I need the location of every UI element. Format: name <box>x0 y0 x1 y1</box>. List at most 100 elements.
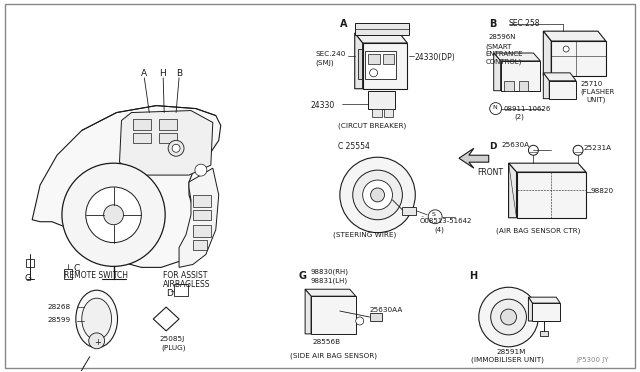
Polygon shape <box>363 43 407 89</box>
Bar <box>193 225 211 237</box>
Text: (PLUG): (PLUG) <box>161 345 186 351</box>
Circle shape <box>195 164 207 176</box>
Polygon shape <box>543 73 576 81</box>
Bar <box>133 119 151 131</box>
Text: C: C <box>74 264 80 273</box>
Polygon shape <box>493 53 500 91</box>
Circle shape <box>428 210 442 224</box>
Circle shape <box>172 144 180 152</box>
Circle shape <box>479 287 538 347</box>
Text: +: + <box>93 338 100 347</box>
Text: CONTROL): CONTROL) <box>486 59 522 65</box>
Polygon shape <box>516 172 586 218</box>
Ellipse shape <box>82 298 111 340</box>
Polygon shape <box>551 41 606 76</box>
Text: 28596N: 28596N <box>489 34 516 40</box>
Ellipse shape <box>76 290 118 348</box>
Circle shape <box>573 145 583 155</box>
Bar <box>193 210 211 220</box>
Text: (2): (2) <box>515 113 524 120</box>
Text: ENTRANCE: ENTRANCE <box>486 51 524 57</box>
Text: 25710: 25710 <box>580 81 602 87</box>
Text: (IMMOBILISER UNIT): (IMMOBILISER UNIT) <box>471 357 544 363</box>
Polygon shape <box>32 106 221 267</box>
Bar <box>174 284 188 296</box>
Polygon shape <box>543 31 606 41</box>
Bar <box>365 51 396 79</box>
Circle shape <box>563 46 569 52</box>
Bar <box>383 109 394 116</box>
Text: 25085J: 25085J <box>159 336 184 342</box>
Text: (SIDE AIR BAG SENSOR): (SIDE AIR BAG SENSOR) <box>290 353 377 359</box>
Bar <box>504 81 513 91</box>
Circle shape <box>86 187 141 243</box>
Bar <box>159 134 177 143</box>
Circle shape <box>168 140 184 156</box>
Polygon shape <box>529 297 532 321</box>
Text: B: B <box>176 69 182 78</box>
Text: G: G <box>24 274 31 283</box>
Text: 98830(RH): 98830(RH) <box>310 268 348 275</box>
Text: D: D <box>166 289 173 298</box>
Text: JP5300 JY: JP5300 JY <box>576 357 609 363</box>
Text: UNIT): UNIT) <box>586 97 605 103</box>
Text: 98831(LH): 98831(LH) <box>310 277 347 284</box>
Bar <box>370 313 381 321</box>
Circle shape <box>491 299 527 335</box>
Bar <box>383 54 394 64</box>
Text: AIRBAGLESS: AIRBAGLESS <box>163 280 211 289</box>
Text: B: B <box>489 19 496 29</box>
Text: 98820: 98820 <box>591 188 614 194</box>
Bar <box>133 134 151 143</box>
Text: REMOTE SWITCH: REMOTE SWITCH <box>64 271 128 280</box>
Text: G: G <box>298 271 306 281</box>
Circle shape <box>340 157 415 232</box>
Bar <box>367 91 396 109</box>
Text: 28599: 28599 <box>47 317 70 323</box>
Circle shape <box>370 69 378 77</box>
Bar <box>540 331 548 336</box>
Bar <box>355 23 410 35</box>
Text: FOR ASSIST: FOR ASSIST <box>163 271 207 280</box>
Polygon shape <box>311 296 356 334</box>
Circle shape <box>353 170 403 220</box>
Text: Õ08513-51642: Õ08513-51642 <box>419 218 472 224</box>
Bar <box>193 240 207 250</box>
Polygon shape <box>459 148 489 168</box>
Circle shape <box>500 309 516 325</box>
Text: SEC.240: SEC.240 <box>315 51 346 57</box>
Circle shape <box>356 317 364 325</box>
Bar <box>403 207 416 215</box>
Text: (SMART: (SMART <box>486 43 512 49</box>
Text: A: A <box>340 19 348 29</box>
Bar <box>358 49 362 79</box>
Text: 24330: 24330 <box>310 101 334 110</box>
Polygon shape <box>500 61 540 91</box>
Polygon shape <box>493 53 540 61</box>
Text: (CIRCUT BREAKER): (CIRCUT BREAKER) <box>338 122 406 129</box>
Polygon shape <box>305 289 356 296</box>
Text: S: S <box>431 212 435 217</box>
Circle shape <box>363 180 392 210</box>
Bar <box>372 109 381 116</box>
Polygon shape <box>532 303 560 321</box>
Circle shape <box>490 103 502 115</box>
Text: 25630AA: 25630AA <box>370 307 403 313</box>
Text: 25630A: 25630A <box>502 142 530 148</box>
Bar <box>367 54 380 64</box>
Polygon shape <box>179 168 219 267</box>
Text: N: N <box>493 105 497 110</box>
Circle shape <box>371 188 385 202</box>
Bar <box>159 119 177 131</box>
Text: C 25554: C 25554 <box>338 142 370 151</box>
Polygon shape <box>355 33 363 89</box>
Text: H: H <box>469 271 477 281</box>
Circle shape <box>89 333 104 349</box>
Text: 25231A: 25231A <box>583 145 611 151</box>
Text: SEC.258: SEC.258 <box>509 19 540 28</box>
Polygon shape <box>509 163 516 218</box>
Polygon shape <box>509 163 586 172</box>
Text: (SMJ): (SMJ) <box>315 60 333 67</box>
Circle shape <box>529 145 538 155</box>
Bar <box>64 269 72 279</box>
